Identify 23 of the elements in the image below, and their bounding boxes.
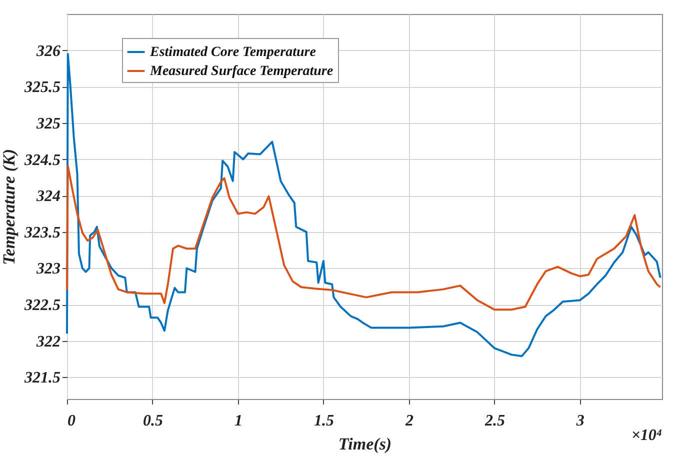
legend-label: Estimated Core Temperature [149, 45, 316, 60]
y-tick-label: 326 [36, 42, 60, 60]
y-tick-label: 322 [36, 333, 60, 350]
y-axis-title: Temperature (K) [0, 148, 18, 266]
x-tick-label: 3 [575, 412, 584, 430]
legend-label: Measured Surface Temperature [149, 64, 334, 79]
y-tick-label: 324.5 [24, 152, 60, 169]
x-tick-label: 1 [234, 412, 242, 430]
y-tick-label: 323.5 [24, 224, 60, 242]
text: ×10⁴ [631, 427, 662, 444]
y-tick-label: 322.5 [24, 297, 60, 314]
x-tick-label: 2.5 [484, 412, 505, 430]
x-tick-label: 1.5 [314, 412, 334, 430]
x-tick-label: 2 [404, 412, 414, 430]
x-axis-title: Time(s) [338, 434, 392, 454]
y-tick-label: 325 [36, 115, 60, 132]
x-tick-label: 0.5 [142, 412, 163, 430]
line-series [66, 164, 662, 311]
x-tick-label: 0 [68, 412, 76, 430]
y-tick-label: 321.5 [24, 370, 60, 387]
y-tick-label: 324 [36, 188, 60, 206]
y-tick-label: 325.5 [24, 79, 60, 96]
y-tick-label: 323 [36, 260, 60, 278]
